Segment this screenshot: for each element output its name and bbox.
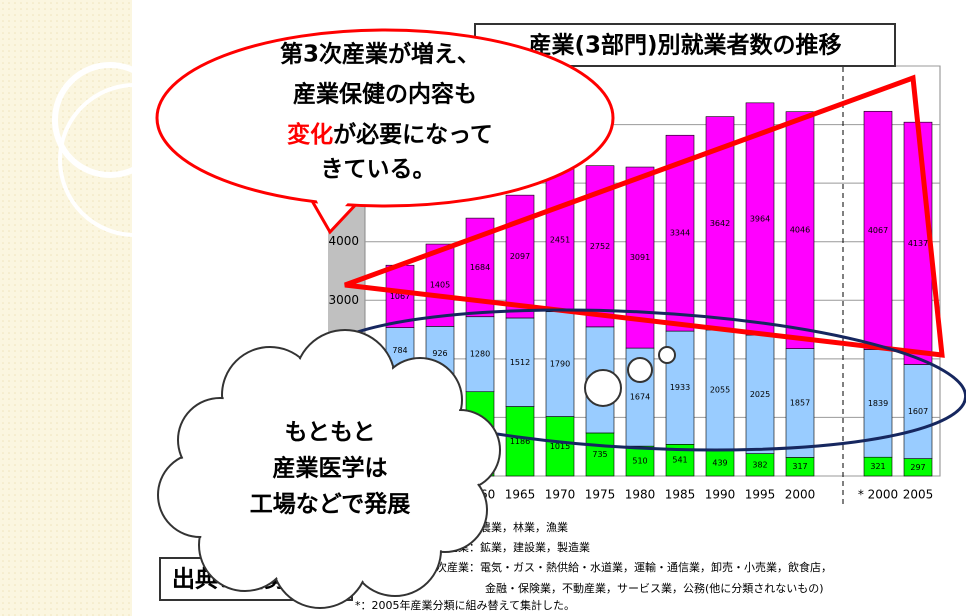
value-label: 2055 bbox=[710, 386, 730, 395]
value-label: 1674 bbox=[630, 393, 650, 402]
value-label: 1790 bbox=[550, 360, 570, 369]
value-label: 735 bbox=[592, 450, 607, 459]
value-label: 1015 bbox=[550, 442, 570, 451]
bar-segment bbox=[903, 364, 933, 459]
x-tick-label: 2000 bbox=[785, 488, 816, 502]
callout-red: 変化 bbox=[287, 121, 333, 148]
value-label: 926 bbox=[432, 349, 447, 358]
cloud bbox=[157, 329, 676, 609]
value-label: 4067 bbox=[868, 226, 888, 235]
x-tick-label: 1980 bbox=[625, 488, 656, 502]
note: *：2005年産業分類に組み替えて集計した。 bbox=[355, 598, 575, 612]
value-label: 1186 bbox=[510, 437, 530, 446]
bar-segment bbox=[625, 445, 655, 477]
value-label: 3964 bbox=[750, 214, 770, 223]
value-label: 2752 bbox=[590, 242, 610, 251]
cloud-puff bbox=[658, 346, 676, 364]
bar-segment bbox=[385, 264, 415, 328]
callout-text: 産業保健の内容も bbox=[293, 81, 477, 108]
callout bbox=[155, 28, 615, 208]
bar-segment bbox=[545, 416, 575, 477]
bar-segment bbox=[545, 311, 575, 417]
value-label: 1684 bbox=[470, 263, 490, 272]
bar-segment bbox=[863, 110, 893, 350]
x-tick-label: * 2000 bbox=[858, 488, 898, 502]
value-label: 1067 bbox=[390, 292, 410, 301]
value-label: 1512 bbox=[510, 358, 530, 367]
bar-segment bbox=[585, 432, 615, 477]
note: 第3次産業：電気・ガス・熱供給・水道業，運輸・通信業，卸売・小売業，飲食店， bbox=[418, 560, 832, 574]
x-tick-label: 1995 bbox=[745, 488, 776, 502]
x-tick-label: 1990 bbox=[705, 488, 736, 502]
bar-segment bbox=[505, 317, 535, 407]
value-label: 1405 bbox=[430, 281, 450, 290]
bar-segment bbox=[505, 406, 535, 477]
value-label: 3642 bbox=[710, 219, 730, 228]
bar-segment bbox=[705, 449, 735, 477]
bar-segment bbox=[745, 102, 775, 336]
value-label: 321 bbox=[870, 462, 885, 471]
x-tick-label: 1975 bbox=[585, 488, 616, 502]
cloud-text: 産業医学は bbox=[273, 455, 388, 482]
bar-segment bbox=[745, 334, 775, 454]
red-triangle bbox=[344, 74, 945, 358]
bar-segment bbox=[705, 329, 735, 451]
callout-text: きている。 bbox=[321, 157, 436, 183]
bar-segment bbox=[425, 243, 455, 327]
bar-segment bbox=[545, 167, 575, 313]
value-label: 541 bbox=[672, 456, 687, 465]
x-tick-label: 1970 bbox=[545, 488, 576, 502]
callout-rest: が必要になって bbox=[333, 121, 493, 148]
value-label: 3091 bbox=[630, 253, 650, 262]
value-label: 1857 bbox=[790, 399, 810, 408]
cloud-text: 工場などで発展 bbox=[250, 492, 411, 518]
value-label: 510 bbox=[632, 457, 647, 466]
value-label: 784 bbox=[392, 346, 407, 355]
chart-title: 産業(3部門)別就業者数の推移 bbox=[528, 32, 841, 59]
value-label: 1933 bbox=[670, 383, 690, 392]
value-label: 4046 bbox=[790, 226, 810, 235]
x-tick-label: 1965 bbox=[505, 488, 536, 502]
value-label: 1839 bbox=[868, 399, 888, 408]
callout-tail-fill bbox=[305, 175, 355, 225]
value-label: 2097 bbox=[510, 252, 530, 261]
value-label: 2025 bbox=[750, 390, 770, 399]
cloud-puff bbox=[627, 357, 653, 383]
callout-text: 変化が必要になって bbox=[287, 121, 493, 148]
x-tick-label: 2005 bbox=[903, 488, 934, 502]
cloud-text: もともと bbox=[284, 420, 375, 446]
value-label: 3344 bbox=[670, 229, 690, 238]
x-tick-label: 1985 bbox=[665, 488, 696, 502]
bar-segment bbox=[785, 111, 815, 349]
y-tick-label: 4000 bbox=[328, 234, 359, 248]
value-label: 2451 bbox=[550, 235, 570, 244]
value-label: 1280 bbox=[470, 350, 490, 359]
bar-segment bbox=[785, 348, 815, 458]
value-label: 297 bbox=[910, 463, 925, 472]
y-tick-label: 3000 bbox=[328, 293, 359, 307]
cloud-core bbox=[202, 385, 462, 555]
value-label: 439 bbox=[712, 459, 727, 468]
note: 金融・保険業，不動産業，サービス業，公務(他に分類されないもの) bbox=[485, 581, 824, 595]
value-label: 317 bbox=[792, 462, 807, 471]
value-label: 4137 bbox=[908, 239, 928, 248]
value-label: 1607 bbox=[908, 407, 928, 416]
callout-text: 第3次産業が増え、 bbox=[280, 41, 480, 68]
cloud-puff bbox=[584, 369, 622, 407]
side-strip bbox=[0, 0, 132, 616]
value-label: 382 bbox=[752, 460, 767, 469]
